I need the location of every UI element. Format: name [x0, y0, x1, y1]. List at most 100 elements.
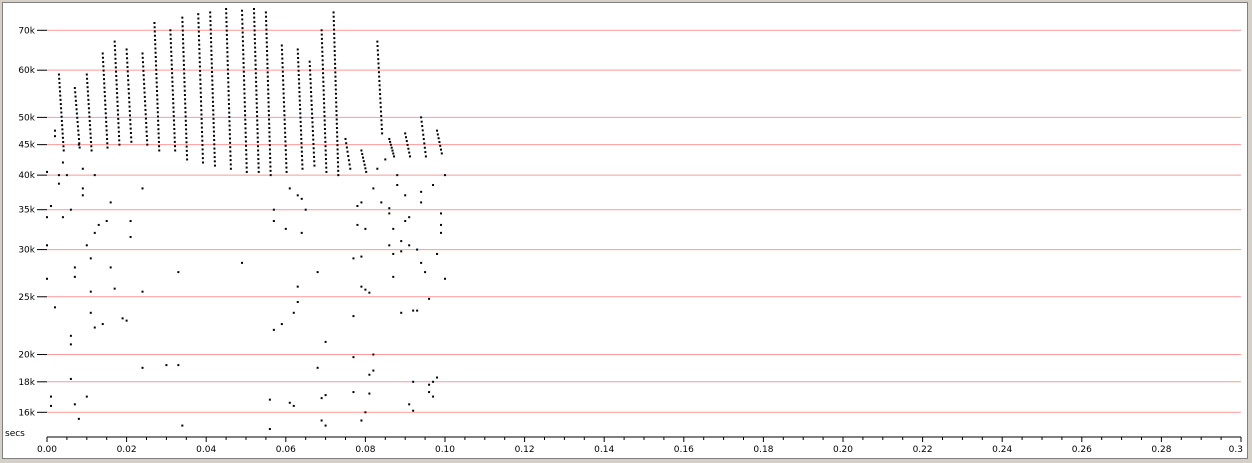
data-point: [272, 328, 275, 331]
data-point: [269, 174, 272, 177]
data-point: [154, 51, 157, 54]
data-point: [322, 76, 325, 79]
data-points: [46, 8, 446, 430]
data-point: [172, 97, 175, 100]
data-point: [212, 105, 215, 108]
data-point: [267, 97, 270, 100]
data-point: [241, 18, 244, 21]
data-point: [412, 409, 415, 412]
data-point: [86, 77, 89, 80]
data-point: [185, 136, 188, 139]
data-point: [115, 87, 118, 90]
y-tick-label: 16k: [18, 408, 35, 418]
data-point: [284, 131, 287, 134]
data-point: [311, 125, 314, 128]
data-point: [210, 53, 213, 56]
data-point: [404, 132, 407, 135]
data-point: [323, 102, 326, 105]
data-point: [227, 94, 230, 97]
data-point: [199, 69, 202, 72]
data-point: [323, 119, 326, 122]
data-point: [165, 364, 168, 367]
data-point: [352, 391, 355, 394]
data-point: [436, 252, 439, 255]
y-tick-label: 25k: [18, 293, 35, 303]
data-point: [360, 285, 363, 288]
data-point: [129, 127, 132, 130]
x-tick-label: 0.12: [515, 445, 535, 455]
data-point: [229, 167, 232, 170]
data-point: [155, 85, 158, 88]
data-point: [146, 143, 149, 146]
data-point: [324, 140, 327, 143]
data-point: [297, 61, 300, 64]
data-point: [311, 116, 314, 119]
x-tick-label: 0.16: [674, 445, 694, 455]
data-point: [127, 88, 130, 91]
data-point: [53, 306, 56, 309]
data-point: [76, 116, 79, 119]
data-point: [115, 74, 118, 77]
data-point: [174, 149, 177, 152]
data-point: [335, 118, 338, 121]
data-point: [364, 288, 367, 291]
data-point: [242, 70, 245, 73]
data-point: [324, 153, 327, 156]
data-point: [212, 130, 215, 133]
data-point: [298, 82, 301, 85]
data-point: [284, 153, 287, 156]
data-point: [115, 70, 118, 73]
data-point: [89, 311, 92, 314]
data-point: [304, 208, 307, 211]
data-point: [58, 86, 61, 89]
data-point: [61, 161, 64, 164]
x-tick-label: 0.18: [753, 445, 773, 455]
data-point: [104, 103, 107, 106]
data-point: [102, 61, 105, 64]
data-point: [141, 290, 144, 293]
data-point: [200, 100, 203, 103]
data-point: [412, 380, 415, 383]
data-point: [209, 11, 212, 14]
data-point: [87, 103, 90, 106]
data-point: [116, 92, 119, 95]
data-point: [424, 151, 427, 154]
data-point: [335, 114, 338, 117]
data-point: [297, 65, 300, 68]
data-point: [253, 12, 256, 15]
data-point: [380, 201, 383, 204]
x-tick-label: 0.08: [355, 445, 375, 455]
data-point: [376, 167, 379, 170]
x-tick-label: 0.00: [37, 445, 57, 455]
data-point: [265, 41, 268, 44]
grid-lines: [37, 29, 1241, 413]
data-point: [333, 49, 336, 52]
data-point: [171, 76, 174, 79]
data-point: [253, 38, 256, 41]
data-point: [114, 49, 117, 52]
data-point: [267, 105, 270, 108]
data-point: [255, 89, 258, 92]
data-point: [406, 143, 409, 146]
data-point: [211, 75, 214, 78]
data-point: [183, 72, 186, 75]
data-point: [439, 144, 442, 147]
data-point: [117, 113, 120, 116]
data-point: [173, 128, 176, 131]
data-point: [90, 149, 93, 152]
data-point: [169, 29, 172, 32]
data-point: [323, 127, 326, 130]
data-point: [253, 25, 256, 28]
data-point: [321, 55, 324, 58]
data-point: [81, 187, 84, 190]
x-tick-label: 0.3: [1229, 445, 1243, 455]
data-point: [243, 83, 246, 86]
data-point: [347, 159, 350, 162]
data-point: [227, 102, 230, 105]
data-point: [114, 53, 117, 56]
data-point: [197, 21, 200, 24]
data-point: [334, 88, 337, 91]
data-point: [182, 51, 185, 54]
data-point: [299, 120, 302, 123]
data-point: [184, 102, 187, 105]
